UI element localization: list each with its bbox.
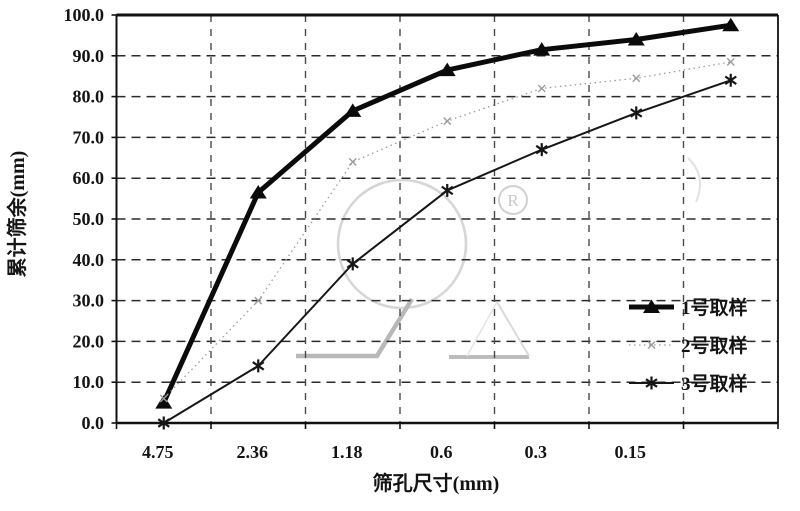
triangle-marker xyxy=(249,184,267,199)
legend-item: 1号取样 xyxy=(629,296,748,319)
legend: 1号取样 2号取样 3号取样 xyxy=(629,296,748,395)
legend-label: 3号取样 xyxy=(681,372,748,395)
x-axis-title: 筛孔尺寸(mm) xyxy=(373,471,500,495)
star-marker xyxy=(630,108,643,118)
star-marker xyxy=(441,185,454,196)
watermark-registered-circle xyxy=(498,185,528,215)
triangle-marker xyxy=(533,42,551,56)
x-tick-label: 1.18 xyxy=(331,442,363,462)
x-marker xyxy=(348,157,357,166)
y-tick-label: 40.0 xyxy=(73,250,105,270)
gridlines xyxy=(116,15,778,423)
y-axis-title: 累计筛余(mm) xyxy=(5,151,29,278)
y-tick-labels: 0.0 10.0 20.0 30.0 40.0 50.0 60.0 70.0 80.0 90.0 1… xyxy=(64,5,105,433)
series-3 xyxy=(157,73,737,430)
x-marker xyxy=(443,117,452,126)
triangle-marker xyxy=(155,395,173,409)
star-marker xyxy=(346,259,359,269)
watermark-right-leg-inner xyxy=(466,301,498,357)
y-tick-label: 0.0 xyxy=(82,413,105,433)
legend-item: 2号取样 xyxy=(629,334,748,357)
x-marker xyxy=(726,57,735,66)
y-tick-label: 60.0 xyxy=(73,168,105,188)
triangle-marker xyxy=(643,299,660,313)
triangle-marker xyxy=(722,17,740,32)
legend-item: 3号取样 xyxy=(629,372,748,395)
star-marker xyxy=(157,418,170,428)
y-tick-label: 100.0 xyxy=(64,5,105,25)
watermark-swoosh xyxy=(687,157,702,203)
star-marker xyxy=(535,144,548,155)
triangle-marker xyxy=(344,103,362,117)
watermark-circle xyxy=(336,178,468,310)
watermark-right-leg xyxy=(496,301,530,357)
watermark-registered-letter: R xyxy=(507,191,519,210)
triangle-marker xyxy=(438,62,456,77)
x-tick-label: 2.36 xyxy=(237,442,269,462)
series-2 xyxy=(159,57,735,403)
x-tick-label: 0.6 xyxy=(430,442,453,462)
x-marker xyxy=(537,84,546,93)
axis-ticks xyxy=(111,14,779,429)
x-marker xyxy=(254,296,263,305)
x-tick-labels: 4.75 2.36 1.18 0.6 0.3 0.15 xyxy=(142,442,646,462)
x-tick-label: 4.75 xyxy=(142,442,174,462)
y-tick-label: 30.0 xyxy=(73,291,105,311)
star-marker xyxy=(252,361,265,371)
y-tick-label: 80.0 xyxy=(73,87,105,107)
watermark-left-leg xyxy=(296,297,414,359)
series-1 xyxy=(155,17,740,409)
x-tick-label: 0.3 xyxy=(525,442,548,462)
star-marker xyxy=(645,378,658,388)
watermark-logo: R xyxy=(296,157,702,359)
y-tick-label: 70.0 xyxy=(73,127,105,147)
x-marker xyxy=(159,394,168,403)
y-tick-label: 10.0 xyxy=(73,372,105,392)
legend-label: 1号取样 xyxy=(681,296,748,319)
star-marker xyxy=(724,75,737,85)
x-marker xyxy=(632,74,641,83)
legend-label: 2号取样 xyxy=(681,334,748,357)
x-tick-label: 0.15 xyxy=(615,442,647,462)
y-tick-label: 50.0 xyxy=(73,209,105,229)
y-tick-label: 90.0 xyxy=(73,46,105,66)
y-tick-label: 20.0 xyxy=(73,331,105,351)
x-marker xyxy=(647,341,656,349)
triangle-marker xyxy=(627,31,645,46)
